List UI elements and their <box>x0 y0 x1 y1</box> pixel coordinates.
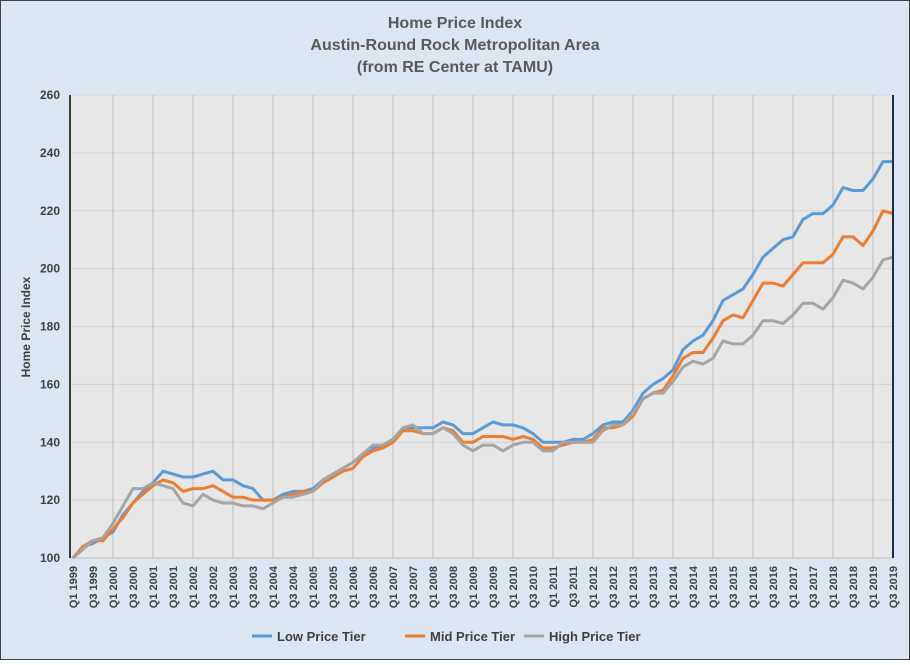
x-tick-label: Q3 2013 <box>648 566 660 608</box>
x-tick-label: Q1 2015 <box>708 566 720 608</box>
x-tick-label: Q1 2018 <box>828 566 840 608</box>
x-tick-label: Q1 2009 <box>468 566 480 608</box>
y-tick-label: 100 <box>40 551 60 565</box>
x-tick-label: Q3 2018 <box>848 566 860 608</box>
y-axis-title: Home Price Index <box>19 276 33 377</box>
x-tick-label: Q1 2002 <box>188 566 200 608</box>
x-tick-label: Q3 2007 <box>408 566 420 608</box>
legend-label: Mid Price Tier <box>430 629 515 644</box>
x-tick-label: Q1 2007 <box>388 566 400 608</box>
gridlines <box>70 94 893 559</box>
y-tick-label: 140 <box>40 435 60 449</box>
x-tick-label: Q1 2003 <box>228 566 240 608</box>
x-tick-label: Q1 2016 <box>748 566 760 608</box>
x-tick-label: Q3 2016 <box>768 566 780 608</box>
legend-label: Low Price Tier <box>277 629 366 644</box>
x-tick-label: Q1 2000 <box>108 566 120 608</box>
chart-title-line-2: Austin-Round Rock Metropolitan Area <box>310 37 599 54</box>
legend-item: Low Price Tier <box>252 629 366 644</box>
series-line-low-price-tier <box>71 160 893 559</box>
series-line-high-price-tier <box>72 255 894 560</box>
x-tick-label: Q1 1999 <box>68 566 80 608</box>
x-tick-label: Q3 2012 <box>608 566 620 608</box>
chart-title-line-1: Home Price Index <box>388 15 522 32</box>
x-tick-label: Q3 2003 <box>248 566 260 608</box>
y-tick-label: 200 <box>40 262 60 276</box>
y-tick-label: 160 <box>40 377 60 391</box>
x-tick-label: Q1 2006 <box>348 566 360 608</box>
chart-title-line-3: (from RE Center at TAMU) <box>357 59 553 76</box>
x-tick-label: Q3 2019 <box>888 566 900 608</box>
x-tick-label: Q1 2004 <box>268 565 280 608</box>
legend-item: Mid Price Tier <box>405 629 515 644</box>
legend-item: High Price Tier <box>524 629 641 644</box>
x-tick-label: Q1 2005 <box>308 566 320 608</box>
y-tick-label: 240 <box>40 146 60 160</box>
x-tick-label: Q1 2019 <box>868 566 880 608</box>
legend-label: High Price Tier <box>549 629 641 644</box>
y-tick-label: 260 <box>40 88 60 102</box>
x-tick-label: Q3 2002 <box>208 566 220 608</box>
x-tick-label: Q1 2010 <box>508 566 520 608</box>
x-tick-label: Q3 2006 <box>368 566 380 608</box>
x-tick-label: Q3 2008 <box>448 566 460 608</box>
x-tick-label: Q1 2017 <box>788 566 800 608</box>
x-tick-label: Q1 2008 <box>428 566 440 608</box>
x-tick-label: Q3 2001 <box>168 566 180 608</box>
x-tick-label: Q3 2010 <box>528 566 540 608</box>
x-tick-label: Q3 2005 <box>328 566 340 608</box>
x-tick-label: Q1 2001 <box>148 566 160 608</box>
y-tick-label: 180 <box>40 320 60 334</box>
series-line-mid-price-tier <box>71 209 894 559</box>
x-tick-label: Q1 2011 <box>548 566 560 608</box>
x-tick-label: Q3 2004 <box>288 565 300 608</box>
x-tick-label: Q3 2015 <box>728 566 740 608</box>
x-tick-label: Q3 2009 <box>488 566 500 608</box>
x-tick-label: Q1 2012 <box>588 566 600 608</box>
x-tick-label: Q3 2014 <box>688 565 700 608</box>
y-tick-label: 220 <box>40 204 60 218</box>
series-lines <box>71 160 894 560</box>
x-tick-label: Q3 2011 <box>568 566 580 608</box>
y-tick-label: 120 <box>40 493 60 507</box>
x-tick-label: Q3 2017 <box>808 566 820 608</box>
x-tick-label: Q3 1999 <box>88 566 100 608</box>
x-tick-label: Q3 2000 <box>128 566 140 608</box>
x-tick-label: Q1 2014 <box>668 565 680 608</box>
x-tick-label: Q1 2013 <box>628 566 640 608</box>
y-tick-labels: 100 120 140 160 180 200 220 240 260 <box>40 88 60 565</box>
legend: Low Price Tier Mid Price Tier High Price T… <box>252 629 641 644</box>
x-tick-labels: Q1 1999 Q3 1999 Q1 2000 Q3 2000 Q1 2001 Q3 20… <box>68 565 900 608</box>
